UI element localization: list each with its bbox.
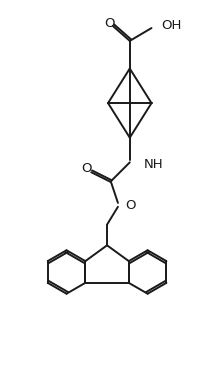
Text: NH: NH (144, 158, 163, 171)
Text: O: O (125, 199, 135, 212)
Text: OH: OH (161, 19, 182, 32)
Text: O: O (104, 16, 114, 30)
Text: O: O (81, 162, 92, 175)
